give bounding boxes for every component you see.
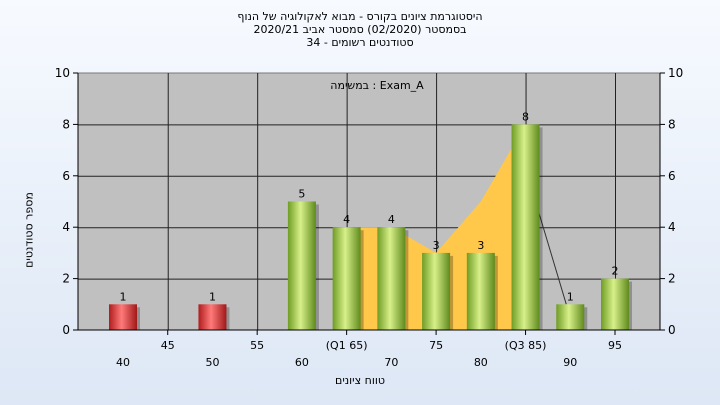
chart-annotation: במשימה : Exam_A xyxy=(330,79,424,92)
bar-value-label-50: 1 xyxy=(209,290,216,303)
chart-title-line-3: 34 - סטודנטים רשומים xyxy=(306,36,414,49)
x-tick-label-upper: 95 xyxy=(608,339,622,352)
x-tick-label-lower: 50 xyxy=(205,356,219,369)
x-tick-label-lower: 80 xyxy=(474,356,488,369)
y-tick-label-right: 8 xyxy=(668,117,676,131)
x-tick-label-lower: 60 xyxy=(295,356,309,369)
x-tick-label-upper: (Q1 65) xyxy=(326,339,368,352)
bar-value-label-75: 3 xyxy=(433,239,440,252)
x-axis-title: טווח ציונים xyxy=(335,374,385,387)
bar-70 xyxy=(377,227,406,330)
bar-value-label-40: 1 xyxy=(120,290,127,303)
x-tick-label-lower: 40 xyxy=(116,356,130,369)
x-tick-label-upper: 55 xyxy=(250,339,264,352)
bar-75 xyxy=(422,252,451,330)
bar-90 xyxy=(556,304,585,330)
y-tick-label-right: 10 xyxy=(668,66,683,80)
bar-80 xyxy=(466,252,495,330)
bar-value-label-80: 3 xyxy=(477,239,484,252)
bar-40 xyxy=(109,304,137,330)
y-tick-label-right: 0 xyxy=(668,323,676,337)
x-tick-label-upper: (Q3 85) xyxy=(505,339,547,352)
x-tick-label-upper: 75 xyxy=(429,339,443,352)
y-tick-label-left: 8 xyxy=(62,117,70,131)
x-tick-label-upper: 45 xyxy=(161,339,175,352)
bar-50 xyxy=(198,304,227,330)
x-tick-label-lower: 70 xyxy=(384,356,398,369)
y-tick-label-right: 4 xyxy=(668,220,676,234)
y-tick-label-left: 2 xyxy=(62,272,70,286)
y-tick-label-left: 6 xyxy=(62,169,70,183)
chart-title-line-2: בסמסטר (02/2020) סמסטר אביב 2020/21 xyxy=(253,23,467,36)
bar-65 xyxy=(332,227,361,330)
chart-title-line-1: היסטוגרמת ציונים בקורס - מבוא לאקולוגיה … xyxy=(237,10,483,23)
y-axis-title: מספר סטודנטים xyxy=(22,192,36,268)
bar-95 xyxy=(601,278,629,330)
bar-value-label-90: 1 xyxy=(567,290,574,303)
y-tick-label-right: 2 xyxy=(668,272,676,286)
bar-value-label-95: 2 xyxy=(612,265,619,278)
bar-60 xyxy=(287,201,316,330)
bar-value-label-70: 4 xyxy=(388,213,395,226)
y-tick-label-left: 4 xyxy=(62,220,70,234)
y-tick-label-left: 0 xyxy=(62,323,70,337)
bar-value-label-65: 4 xyxy=(343,213,350,226)
bar-value-label-60: 5 xyxy=(298,188,305,201)
y-tick-label-left: 10 xyxy=(55,66,70,80)
y-tick-label-right: 6 xyxy=(668,169,676,183)
chart-title: היסטוגרמת ציונים בקורס - מבוא לאקולוגיה … xyxy=(0,10,720,49)
bar-85 xyxy=(511,124,540,331)
bar-value-label-85: 8 xyxy=(522,110,529,123)
x-tick-label-lower: 90 xyxy=(563,356,577,369)
